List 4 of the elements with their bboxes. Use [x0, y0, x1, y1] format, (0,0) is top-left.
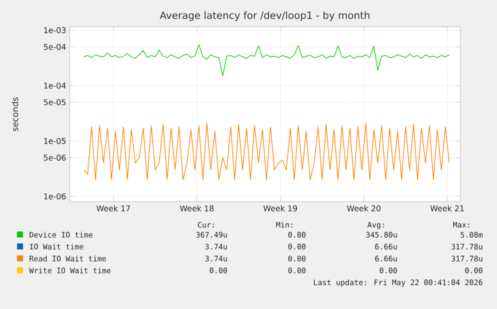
y-axis-title: seconds — [12, 97, 18, 132]
line-series — [83, 44, 450, 76]
line-series — [83, 122, 450, 180]
chart-title: Average latency for /dev/loop1 - by month — [160, 11, 370, 21]
